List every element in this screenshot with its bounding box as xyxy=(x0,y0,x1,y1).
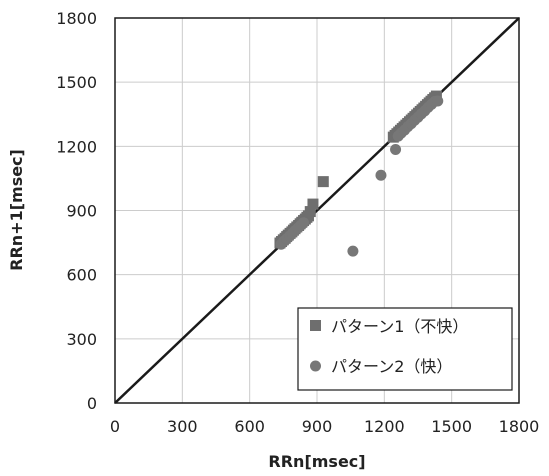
x-tick-label: 1200 xyxy=(364,417,405,436)
data-point-square xyxy=(317,176,329,188)
x-tick-label: 1800 xyxy=(499,417,540,436)
x-tick-label: 300 xyxy=(167,417,198,436)
y-tick-labels: 0 300 600 900 1200 1500 1800 xyxy=(56,9,97,413)
x-tick-label: 600 xyxy=(234,417,265,436)
data-point-circle xyxy=(432,95,444,107)
data-point-circle xyxy=(347,245,359,257)
legend-marker-circle xyxy=(310,360,321,372)
y-tick-label: 900 xyxy=(66,202,97,221)
legend-label-series1: パターン1（不快） xyxy=(331,317,468,336)
data-point-circle xyxy=(298,217,310,229)
x-tick-labels: 0 300 600 900 1200 1500 1800 xyxy=(110,417,539,436)
y-tick-label: 600 xyxy=(66,266,97,285)
plot-frame xyxy=(114,17,520,404)
identity-line xyxy=(114,17,520,404)
data-point-square xyxy=(307,198,319,210)
y-tick-label: 300 xyxy=(66,330,97,349)
x-tick-label: 1500 xyxy=(431,417,472,436)
legend-marker-square xyxy=(310,320,321,331)
data-point-square xyxy=(304,206,316,218)
identity-line-layer xyxy=(114,17,520,404)
legend-box xyxy=(297,307,513,391)
x-tick-label: 900 xyxy=(302,417,333,436)
data-points xyxy=(274,90,444,257)
data-point-circle xyxy=(375,169,387,181)
y-tick-label: 1500 xyxy=(56,73,97,92)
y-tick-label: 1800 xyxy=(56,9,97,28)
y-tick-label: 0 xyxy=(87,394,97,413)
y-axis-title: RRn+1[msec] xyxy=(7,149,26,271)
x-tick-label: 0 xyxy=(110,417,120,436)
x-axis-title: RRn[msec] xyxy=(268,452,365,471)
legend-label-series2: パターン2（快） xyxy=(331,357,452,376)
legend: パターン1（不快） パターン2（快） xyxy=(297,307,513,391)
data-point-circle xyxy=(390,144,402,156)
y-tick-label: 1200 xyxy=(56,137,97,156)
